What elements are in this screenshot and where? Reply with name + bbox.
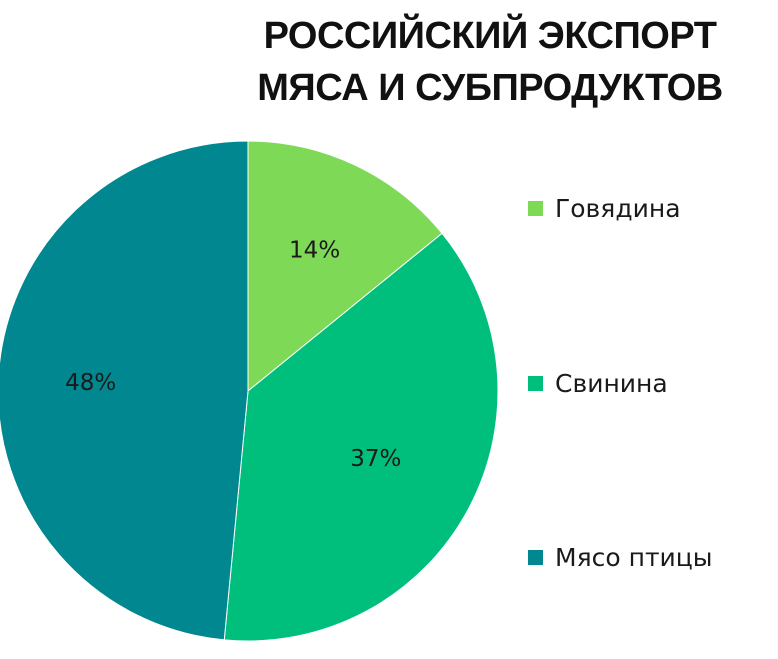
legend-item-beef: Говядина (528, 194, 681, 223)
pie-slice-pork (223, 232, 499, 642)
legend-item-poultry: Мясо птицы (528, 543, 713, 572)
pie-slice-beef (247, 140, 443, 393)
chart-title-line-2: МЯСА И СУБПРОДУКТОВ (257, 67, 723, 109)
chart-title: РОССИЙСКИЙ ЭКСПОРТ МЯСА И СУБПРОДУКТОВ (230, 10, 750, 114)
pie-slice-poultry (0, 140, 249, 641)
legend-swatch-pork (528, 376, 543, 391)
pie-slice-labels: 14% 37% 48% (65, 238, 401, 472)
legend-label-poultry: Мясо птицы (555, 543, 713, 572)
chart-title-line-1: РОССИЙСКИЙ ЭКСПОРТ (263, 15, 717, 57)
pie-slice-label-beef: 14% (289, 238, 340, 264)
legend-label-pork: Свинина (555, 369, 668, 398)
legend-swatch-beef (528, 201, 543, 216)
legend: Говядина Свинина Мясо птицы (528, 0, 768, 659)
pie-slices (0, 140, 499, 642)
legend-label-beef: Говядина (555, 194, 681, 223)
legend-item-pork: Свинина (528, 369, 668, 398)
pie-slice-label-pork: 37% (350, 446, 401, 472)
pie-chart: 14% 37% 48% (0, 140, 499, 642)
pie-slice-label-poultry: 48% (65, 370, 116, 396)
legend-swatch-poultry (528, 550, 543, 565)
